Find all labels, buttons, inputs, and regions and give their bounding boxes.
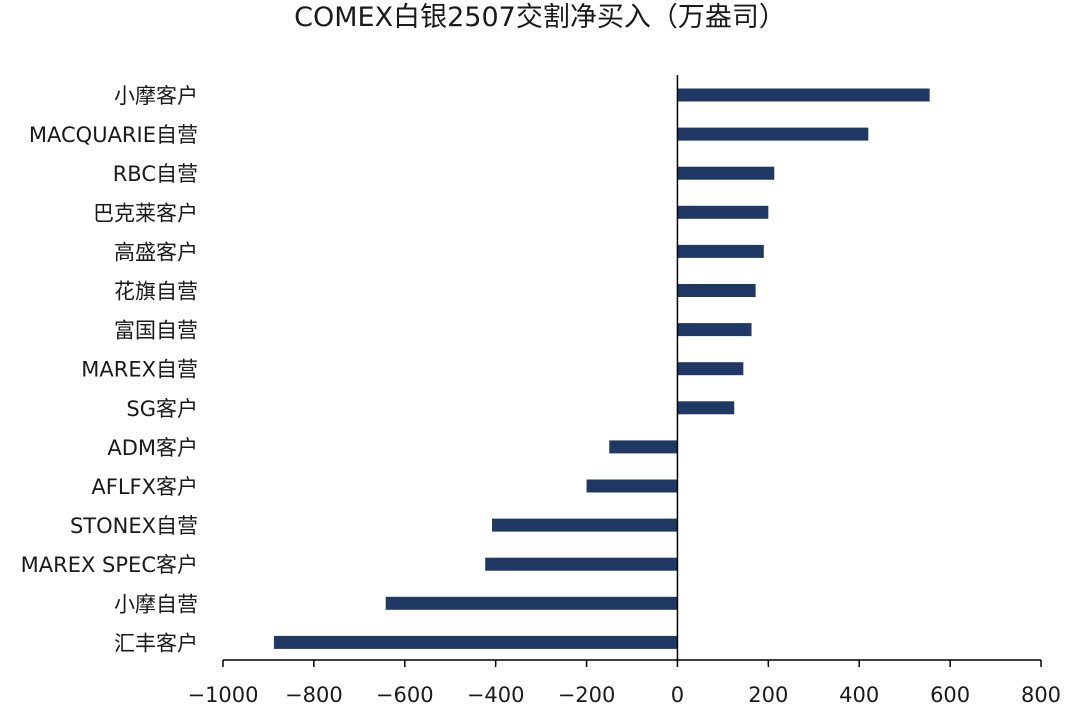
x-tick-label-0: −1000 xyxy=(187,683,258,707)
bar-2 xyxy=(677,166,775,180)
x-tick-label-8: 600 xyxy=(930,683,970,707)
x-tick-label-6: 200 xyxy=(748,683,788,707)
x-tick-label-5: 0 xyxy=(671,683,684,707)
x-tick-label-7: 400 xyxy=(839,683,879,707)
x-tick-label-2: −600 xyxy=(376,683,434,707)
bar-9 xyxy=(609,440,678,454)
bar-11 xyxy=(492,518,678,532)
category-label-6: 富国自营 xyxy=(114,319,198,343)
tick-labels: −1000 −800 −600 −400 −200 0 200 400 600 800 xyxy=(187,683,1061,707)
bar-13 xyxy=(385,596,678,610)
bars-group xyxy=(273,88,930,649)
category-label-7: MAREX自营 xyxy=(81,358,198,382)
category-label-13: 小摩自营 xyxy=(114,592,198,616)
bar-6 xyxy=(677,323,752,337)
category-label-12: MAREX SPEC客户 xyxy=(21,553,198,577)
bar-4 xyxy=(677,244,764,258)
x-tick-label-9: 800 xyxy=(1021,683,1061,707)
category-label-5: 花旗自营 xyxy=(114,280,198,304)
category-label-2: RBC自营 xyxy=(113,162,198,186)
axes-group xyxy=(222,75,1042,667)
bar-7 xyxy=(677,362,744,376)
category-label-0: 小摩客户 xyxy=(114,84,198,108)
bar-10 xyxy=(586,479,678,493)
category-label-1: MACQUARIE自营 xyxy=(29,123,198,147)
category-label-4: 高盛客户 xyxy=(114,240,198,264)
bar-0 xyxy=(677,88,930,102)
bar-5 xyxy=(677,284,756,297)
x-tick-label-4: −200 xyxy=(558,683,616,707)
category-label-8: SG客户 xyxy=(126,397,198,421)
chart-title: COMEX白银2507交割净买入（万盎司） xyxy=(294,2,786,33)
category-label-14: 汇丰客户 xyxy=(114,631,198,655)
bar-14 xyxy=(273,635,678,649)
bar-8 xyxy=(677,401,735,415)
bar-3 xyxy=(677,205,769,219)
bar-12 xyxy=(485,557,678,571)
category-label-9: ADM客户 xyxy=(107,436,198,460)
category-label-10: AFLFX客户 xyxy=(91,475,198,499)
bar-1 xyxy=(677,127,869,141)
category-label-3: 巴克莱客户 xyxy=(93,201,198,225)
category-label-11: STONEX自营 xyxy=(70,514,198,538)
x-tick-label-1: −800 xyxy=(285,683,343,707)
x-tick-label-3: −400 xyxy=(467,683,525,707)
